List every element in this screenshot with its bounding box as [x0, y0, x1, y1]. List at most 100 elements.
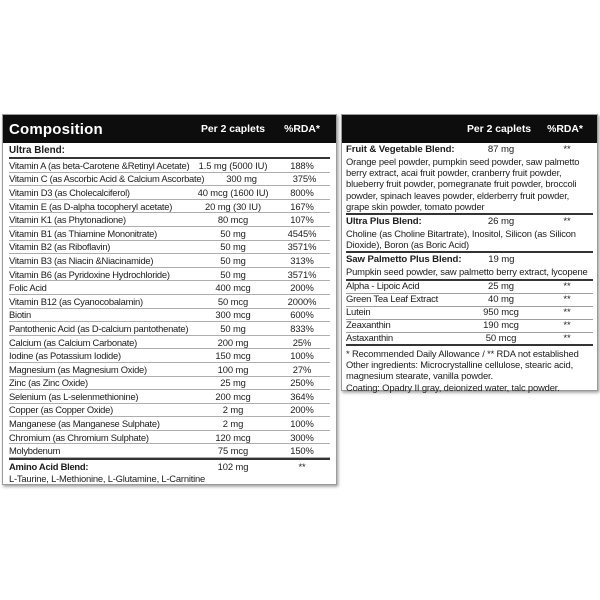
- footnote-line: * Recommended Daily Allowance / ** RDA n…: [346, 347, 579, 359]
- amino-blend-rda: **: [298, 461, 306, 473]
- nutrient-rda: 27%: [292, 363, 312, 375]
- blend-ingredients: Orange peel powder, pumpkin seed powder,…: [346, 156, 580, 212]
- table-row: Calcium (as Calcium Carbonate) 200 mg 25…: [9, 336, 330, 350]
- nutrient-amount: 50 mcg: [217, 295, 249, 307]
- table-row: Manganese (as Manganese Sulphate) 2 mg 1…: [9, 417, 330, 431]
- nutrient-rda: **: [563, 294, 571, 306]
- nutrient-rda: 200%: [290, 282, 314, 294]
- table-row: Vitamin B12 (as Cyanocobalamin) 50 mcg 2…: [9, 295, 330, 309]
- blend-amount: 19 mg: [488, 254, 515, 266]
- blend-name: Fruit & Vegetable Blend:: [346, 144, 455, 155]
- table-row: Pantothenic Acid (as D-calcium pantothen…: [9, 322, 330, 336]
- nutrient-amount: 200 mcg: [215, 390, 251, 402]
- nutrient-amount: 150 mcg: [215, 350, 251, 362]
- blend-ingredients: Pumpkin seed powder, saw palmetto berry …: [346, 266, 588, 278]
- amino-ingredients: L-Taurine, L-Methionine, L-Glutamine, L-…: [9, 473, 206, 485]
- amino-acid-blend-section: Amino Acid Blend: 102 mg ** L-Taurine, L…: [9, 458, 330, 485]
- composition-title: Composition: [9, 120, 103, 138]
- left-panel-content: Ultra Blend: Vitamin A (as beta-Carotene…: [3, 143, 336, 485]
- nutrient-amount: 50 mg: [220, 241, 246, 253]
- amino-blend-name: Amino Acid Blend:: [9, 461, 89, 473]
- blend-header-row: Ultra Plus Blend: 26 mg **: [346, 215, 593, 228]
- footnote-line: Other ingredients: Microcrystalline cell…: [346, 358, 574, 382]
- blend-header-row: Saw Palmetto Plus Blend: 19 mg: [346, 253, 593, 266]
- nutrient-amount: 40 mcg (1600 IU): [197, 186, 269, 198]
- nutrient-amount: 50 mg: [220, 322, 246, 334]
- nutrient-name: Manganese (as Manganese Sulphate): [9, 418, 160, 430]
- nutrient-amount: 400 mcg: [215, 282, 251, 294]
- ultra-blend-heading: Ultra Blend:: [9, 143, 330, 159]
- nutrient-rda: 150%: [290, 445, 314, 457]
- nutrient-name: Zinc (as Zinc Oxide): [9, 377, 88, 389]
- table-row: Vitamin K1 (as Phytonadione) 80 mcg 107%: [9, 213, 330, 227]
- blend-amount: 26 mg: [487, 216, 515, 228]
- nutrient-amount: 1.5 mg (5000 IU): [198, 159, 268, 171]
- nutrient-amount: 25 mg: [488, 281, 514, 293]
- nutrient-amount: 25 mg: [220, 377, 246, 389]
- table-row: Vitamin B2 (as Riboflavin) 50 mg 3571%: [9, 241, 330, 255]
- nutrient-name: Magnesium (as Magnesium Oxide): [9, 363, 147, 375]
- composition-panel-left: Composition Per 2 caplets %RDA* Ultra Bl…: [2, 114, 337, 485]
- table-row: Magnesium (as Magnesium Oxide) 100 mg 27…: [9, 363, 330, 377]
- table-row: Vitamin C (as Ascorbic Acid & Calcium As…: [9, 173, 330, 187]
- nutrient-rda: **: [563, 281, 571, 293]
- table-row: Zinc (as Zinc Oxide) 25 mg 250%: [9, 377, 330, 391]
- nutrient-name: Calcium (as Calcium Carbonate): [9, 336, 137, 348]
- nutrient-amount: 50 mg: [220, 268, 246, 280]
- nutrient-rda: 4545%: [287, 227, 317, 239]
- table-row: Iodine (as Potassium Iodide) 150 mcg 100…: [9, 349, 330, 363]
- blend-name: Ultra Plus Blend:: [346, 216, 422, 228]
- nutrient-name: Vitamin B3 (as Niacin &Niacinamide): [9, 254, 154, 266]
- nutrient-name: Molybdenum: [9, 445, 61, 457]
- blend-header-row: Fruit & Vegetable Blend: 87 mg **: [346, 143, 593, 156]
- per-2-caplets-label: Per 2 caplets: [466, 123, 532, 135]
- nutrient-rda: 300%: [290, 431, 314, 443]
- nutrient-name: Vitamin B2 (as Riboflavin): [9, 241, 111, 253]
- footnote-line: Coating: Opadry II gray, deionized water…: [346, 381, 560, 393]
- table-row: Alpha - Lipoic Acid 25 mg **: [346, 281, 593, 294]
- nutrient-rda: 200%: [290, 404, 314, 416]
- nutrient-name: Vitamin D3 (as Cholecalciferol): [9, 186, 130, 198]
- panel-header-bar: Composition Per 2 caplets %RDA*: [3, 115, 336, 143]
- panel-header-bar: Per 2 caplets %RDA*: [342, 115, 597, 143]
- nutrient-rda: **: [563, 320, 571, 332]
- nutrient-amount: 50 mg: [220, 227, 246, 239]
- table-row: Vitamin B6 (as Pyridoxine Hydrochloride)…: [9, 268, 330, 282]
- nutrient-rda: 250%: [290, 377, 314, 389]
- table-row: Astaxanthin 50 mcg **: [346, 333, 593, 346]
- nutrient-amount: 300 mcg: [215, 309, 251, 321]
- nutrient-name: Vitamin C (as Ascorbic Acid & Calcium As…: [9, 173, 205, 185]
- nutrient-amount: 50 mg: [220, 254, 246, 266]
- blend-rda: **: [563, 216, 571, 228]
- table-row: Lutein 950 mcg **: [346, 307, 593, 320]
- table-row: Chromium (as Chromium Sulphate) 120 mcg …: [9, 431, 330, 445]
- nutrient-rows: Vitamin A (as beta-Carotene &Retinyl Ace…: [9, 159, 330, 459]
- nutrient-rda: 188%: [290, 159, 314, 171]
- nutrient-rda: 313%: [290, 254, 314, 266]
- nutrient-amount: 200 mg: [217, 336, 249, 348]
- nutrient-name: Vitamin B1 (as Thiamine Mononitrate): [9, 227, 158, 239]
- nutrient-amount: 120 mcg: [215, 431, 251, 443]
- blend-name: Saw Palmetto Plus Blend:: [346, 254, 462, 266]
- nutrient-name: Vitamin E (as D-alpha tocopheryl acetate…: [9, 200, 173, 212]
- table-row: Selenium (as L-selenmethionine) 200 mcg …: [9, 390, 330, 404]
- blend-sections: Fruit & Vegetable Blend: 87 mg ** Orange…: [346, 143, 593, 281]
- table-row: Biotin 300 mcg 600%: [9, 309, 330, 323]
- table-row: Vitamin B3 (as Niacin &Niacinamide) 50 m…: [9, 254, 330, 268]
- nutrient-rda: 600%: [290, 309, 314, 321]
- nutrient-amount: 100 mg: [217, 363, 249, 375]
- nutrient-name: Folic Acid: [9, 282, 47, 294]
- nutrient-amount: 50 mcg: [485, 332, 517, 344]
- nutrient-rda: 167%: [290, 200, 314, 212]
- nutrient-rda: 364%: [290, 390, 314, 402]
- table-row: Vitamin D3 (as Cholecalciferol) 40 mcg (…: [9, 186, 330, 200]
- amino-header-row: Amino Acid Blend: 102 mg **: [9, 460, 330, 473]
- nutrient-amount: 2 mg: [222, 404, 244, 416]
- table-row: Green Tea Leaf Extract 40 mg **: [346, 294, 593, 307]
- nutrient-rda: 800%: [290, 186, 314, 198]
- nutrient-rda: 107%: [290, 214, 314, 226]
- blend-rda: **: [563, 144, 571, 155]
- table-row: Vitamin B1 (as Thiamine Mononitrate) 50 …: [9, 227, 330, 241]
- nutrient-name: Copper (as Copper Oxide): [9, 404, 113, 416]
- nutrient-rda: 833%: [290, 322, 314, 334]
